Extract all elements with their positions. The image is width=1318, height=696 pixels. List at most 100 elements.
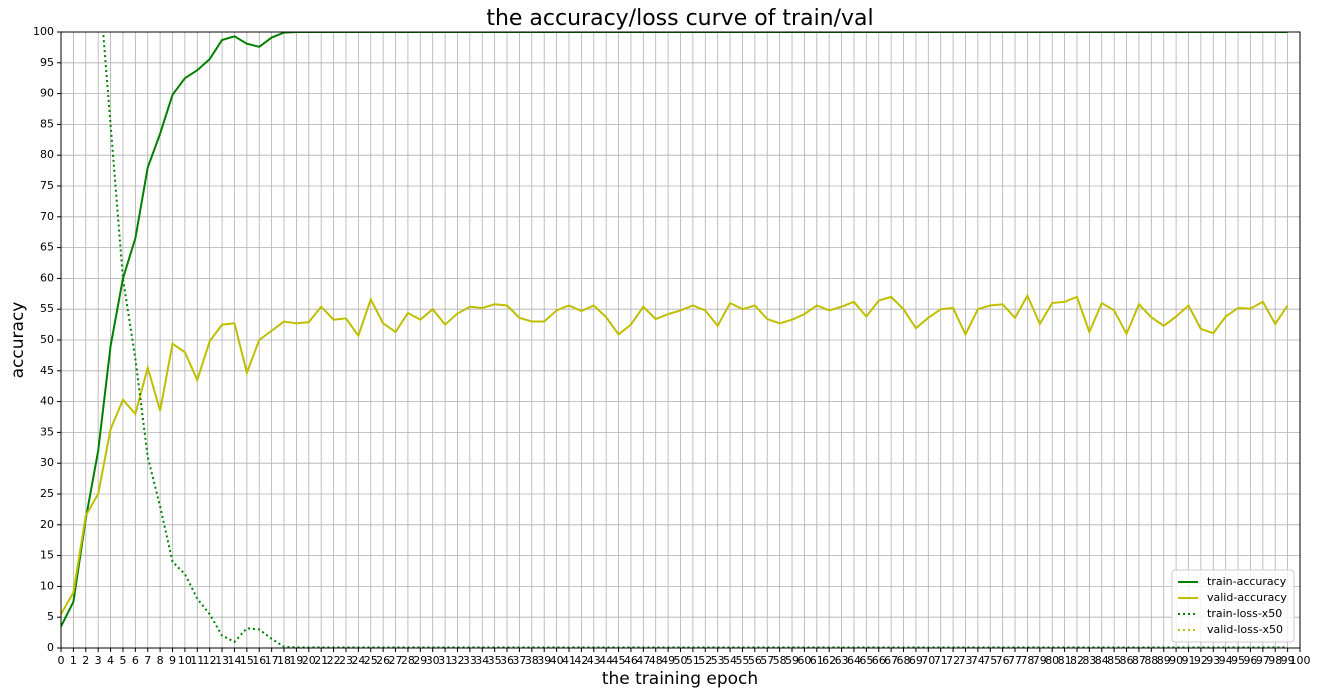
x-tick-label: 62: [822, 654, 836, 667]
x-tick-label: 8: [157, 654, 164, 667]
x-tick-label: 85: [1107, 654, 1121, 667]
y-tick-label: 45: [40, 364, 54, 377]
x-tick-label: 36: [500, 654, 514, 667]
x-tick-label: 7: [144, 654, 151, 667]
x-tick-label: 43: [587, 654, 601, 667]
x-tick-label: 52: [698, 654, 712, 667]
x-tick-label: 98: [1268, 654, 1282, 667]
x-tick-label: 94: [1219, 654, 1233, 667]
x-tick-label: 40: [550, 654, 564, 667]
x-tick-label: 32: [450, 654, 464, 667]
x-tick-label: 15: [240, 654, 254, 667]
x-tick-label: 68: [897, 654, 911, 667]
data-line: [61, 32, 1288, 627]
x-tick-label: 42: [574, 654, 588, 667]
x-tick-label: 13: [215, 654, 229, 667]
x-tick-label: 21: [314, 654, 328, 667]
x-tick-label: 20: [302, 654, 316, 667]
x-tick-label: 66: [872, 654, 886, 667]
x-tick-label: 81: [1058, 654, 1072, 667]
y-tick-label: 60: [40, 271, 54, 284]
x-tick-label: 24: [351, 654, 365, 667]
y-tick-label: 15: [40, 549, 54, 562]
x-tick-label: 45: [612, 654, 626, 667]
y-tick-label: 50: [40, 333, 54, 346]
y-tick-label: 25: [40, 487, 54, 500]
x-tick-label: 39: [537, 654, 551, 667]
y-tick-label: 100: [33, 25, 54, 38]
x-tick-label: 3: [95, 654, 102, 667]
x-tick-label: 89: [1157, 654, 1171, 667]
y-tick-label: 70: [40, 210, 54, 223]
x-tick-label: 79: [1033, 654, 1047, 667]
x-tick-label: 26: [376, 654, 390, 667]
x-tick-label: 16: [252, 654, 266, 667]
x-tick-label: 76: [996, 654, 1010, 667]
x-tick-label: 33: [463, 654, 477, 667]
x-tick-label: 35: [488, 654, 502, 667]
x-tick-label: 6: [132, 654, 139, 667]
x-tick-label: 64: [847, 654, 861, 667]
x-tick-label: 97: [1256, 654, 1270, 667]
x-tick-label: 91: [1181, 654, 1195, 667]
x-tick-label: 17: [265, 654, 279, 667]
x-tick-label: 44: [599, 654, 613, 667]
x-tick-label: 55: [735, 654, 749, 667]
x-tick-label: 75: [983, 654, 997, 667]
chart-title: the accuracy/loss curve of train/val: [486, 6, 873, 31]
x-tick-label: 49: [661, 654, 675, 667]
data-line: [102, 32, 1288, 648]
x-tick-label: 29: [413, 654, 427, 667]
x-tick-label: 74: [971, 654, 985, 667]
x-tick-label: 48: [649, 654, 663, 667]
x-tick-label: 69: [909, 654, 923, 667]
x-tick-label: 46: [624, 654, 638, 667]
x-tick-label: 77: [1008, 654, 1022, 667]
y-tick-label: 55: [40, 302, 54, 315]
y-tick-label: 35: [40, 425, 54, 438]
x-tick-label: 82: [1070, 654, 1084, 667]
y-tick-label: 0: [47, 641, 54, 654]
x-tick-label: 34: [475, 654, 489, 667]
y-tick-label: 10: [40, 579, 54, 592]
x-tick-label: 99: [1281, 654, 1295, 667]
y-tick-label: 75: [40, 179, 54, 192]
x-tick-label: 67: [884, 654, 898, 667]
x-tick-label: 18: [277, 654, 291, 667]
x-tick-label: 4: [107, 654, 114, 667]
x-tick-label: 14: [227, 654, 241, 667]
x-tick-label: 96: [1243, 654, 1257, 667]
plot-lines: [61, 32, 1289, 648]
legend-label: valid-loss-x50: [1207, 623, 1283, 636]
x-tick-label: 50: [674, 654, 688, 667]
x-tick-label: 80: [1045, 654, 1059, 667]
y-tick-label: 80: [40, 148, 54, 161]
x-tick-label: 88: [1144, 654, 1158, 667]
x-tick-label: 95: [1231, 654, 1245, 667]
x-tick-label: 12: [203, 654, 217, 667]
x-tick-label: 37: [512, 654, 526, 667]
x-tick-label: 83: [1082, 654, 1096, 667]
x-tick-label: 61: [810, 654, 824, 667]
y-tick-label: 65: [40, 241, 54, 254]
x-tick-label: 65: [859, 654, 873, 667]
x-tick-label: 84: [1095, 654, 1109, 667]
y-tick-label: 40: [40, 395, 54, 408]
x-tick-label: 10: [178, 654, 192, 667]
x-tick-label: 87: [1132, 654, 1146, 667]
x-tick-label: 73: [958, 654, 972, 667]
x-tick-label: 5: [119, 654, 126, 667]
x-tick-label: 31: [438, 654, 452, 667]
x-tick-label: 53: [711, 654, 725, 667]
x-tick-label: 100: [1290, 654, 1311, 667]
x-tick-label: 54: [723, 654, 737, 667]
legend: train-accuracy valid-accuracy train-loss-x…: [1171, 569, 1295, 643]
y-tick-label: 90: [40, 87, 54, 100]
x-tick-label: 9: [169, 654, 176, 667]
y-tick-label: 5: [47, 610, 54, 623]
x-tick-label: 60: [797, 654, 811, 667]
x-tick-label: 11: [190, 654, 204, 667]
x-tick-label: 25: [364, 654, 378, 667]
legend-label: valid-accuracy: [1207, 591, 1287, 604]
